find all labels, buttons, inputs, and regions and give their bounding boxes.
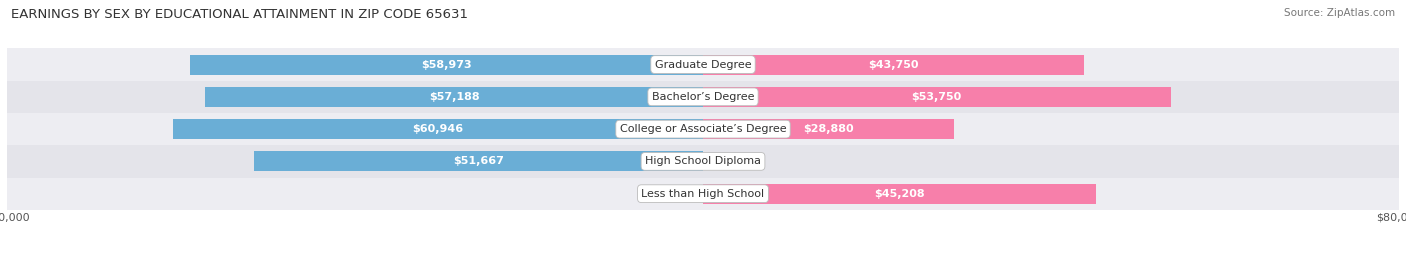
Bar [190,55,703,75]
Text: Less than High School: Less than High School [641,189,765,199]
Bar [703,119,955,139]
Bar [703,184,1097,204]
Bar [205,87,703,107]
Text: $60,946: $60,946 [412,124,464,134]
Text: $58,973: $58,973 [422,59,472,70]
Text: EARNINGS BY SEX BY EDUCATIONAL ATTAINMENT IN ZIP CODE 65631: EARNINGS BY SEX BY EDUCATIONAL ATTAINMEN… [11,8,468,21]
Bar [173,119,703,139]
Bar [703,87,1171,107]
Bar [7,48,1399,81]
Text: $0: $0 [716,156,730,167]
Text: College or Associate’s Degree: College or Associate’s Degree [620,124,786,134]
Bar [7,178,1399,210]
Text: Bachelor’s Degree: Bachelor’s Degree [652,92,754,102]
Text: $57,188: $57,188 [429,92,479,102]
Text: Graduate Degree: Graduate Degree [655,59,751,70]
Text: $0: $0 [676,189,690,199]
Text: $51,667: $51,667 [453,156,503,167]
Bar [703,55,1084,75]
Bar [7,145,1399,178]
Text: High School Diploma: High School Diploma [645,156,761,167]
Bar [7,113,1399,145]
Text: $43,750: $43,750 [868,59,918,70]
Text: $53,750: $53,750 [911,92,962,102]
Bar [7,81,1399,113]
Text: $45,208: $45,208 [875,189,925,199]
Bar [253,151,703,171]
Text: $28,880: $28,880 [803,124,853,134]
Text: Source: ZipAtlas.com: Source: ZipAtlas.com [1284,8,1395,18]
